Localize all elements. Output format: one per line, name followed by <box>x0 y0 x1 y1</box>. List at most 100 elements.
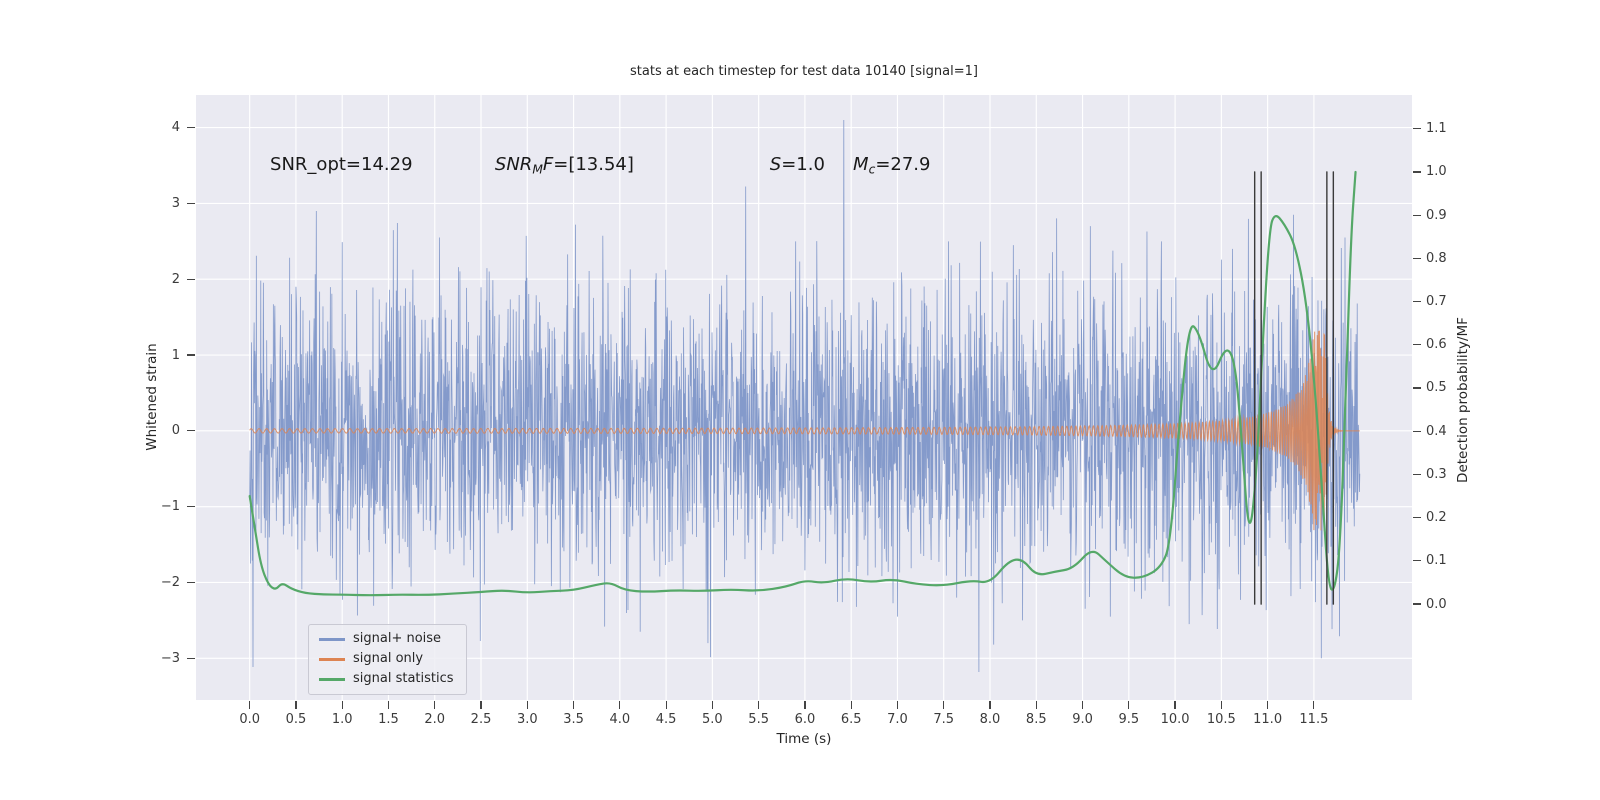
y-left-tick-mark <box>187 657 195 659</box>
x-axis-label: Time (s) <box>776 731 832 747</box>
x-tick-label: 1.5 <box>378 712 399 727</box>
legend: signal+ noise signal only signal statist… <box>308 624 467 695</box>
x-tick-mark <box>1128 701 1130 709</box>
y-right-tick-mark <box>1413 128 1421 130</box>
y-left-tick-mark <box>187 127 195 129</box>
y-right-tick-label: 0.3 <box>1426 466 1447 482</box>
y-left-tick-label: −1 <box>160 499 180 515</box>
x-tick-label: 10.0 <box>1160 712 1190 727</box>
y-left-tick-label: 2 <box>171 271 180 287</box>
annotation-text: S=1.0 <box>769 154 825 176</box>
x-tick-mark <box>711 701 713 709</box>
x-tick-mark <box>249 701 251 709</box>
y-right-tick-mark <box>1413 344 1421 346</box>
y-right-tick-mark <box>1413 171 1421 173</box>
x-tick-mark <box>387 701 390 709</box>
y-right-tick-label: 1.0 <box>1426 164 1447 180</box>
y-left-tick-mark <box>187 278 195 280</box>
y-right-tick-mark <box>1413 473 1421 475</box>
x-tick-label: 10.5 <box>1206 712 1236 727</box>
x-tick-label: 0.0 <box>239 712 261 727</box>
x-tick-label: 0.5 <box>285 712 307 727</box>
x-tick-mark <box>943 701 945 709</box>
x-tick-mark <box>1313 701 1315 709</box>
x-tick-label: 11.0 <box>1253 712 1283 727</box>
x-tick-mark <box>295 701 297 709</box>
x-tick-label: 1.0 <box>331 712 353 727</box>
y-left-tick-label: 3 <box>171 195 180 211</box>
chart-title: stats at each timestep for test data 101… <box>630 64 978 79</box>
x-tick-mark <box>434 701 436 709</box>
x-tick-label: 5.0 <box>702 712 723 727</box>
y-left-tick-mark <box>187 202 195 204</box>
y-right-tick-mark <box>1413 300 1421 303</box>
y-left-tick-mark <box>187 581 195 584</box>
annotation-text: SNR_opt=14.29 <box>270 154 413 176</box>
y-right-tick-label: 0.8 <box>1426 250 1447 266</box>
x-tick-label: 2.5 <box>470 712 492 727</box>
y-left-tick-label: 0 <box>171 423 180 439</box>
legend-label-signal-statistics: signal statistics <box>353 670 454 686</box>
legend-swatch-signal-only <box>319 658 345 661</box>
x-tick-label: 6.0 <box>794 712 816 727</box>
y-left-tick-label: 4 <box>171 120 180 136</box>
plot-canvas <box>196 95 1412 700</box>
y-right-tick-mark <box>1413 603 1421 605</box>
x-tick-label: 9.5 <box>1118 712 1140 727</box>
x-tick-label: 9.0 <box>1072 712 1093 727</box>
x-tick-label: 6.5 <box>840 712 862 727</box>
legend-item-signal-only: signal only <box>319 651 454 667</box>
legend-item-signal-noise: signal+ noise <box>319 631 454 647</box>
x-tick-label: 7.0 <box>887 712 908 727</box>
y-right-tick-mark <box>1413 560 1421 562</box>
x-tick-label: 2.0 <box>424 712 446 727</box>
y-left-tick-mark <box>187 430 195 432</box>
x-tick-mark <box>850 701 852 709</box>
y-right-tick-mark <box>1413 214 1421 216</box>
y-right-tick-mark <box>1413 387 1421 389</box>
x-tick-mark <box>526 701 528 709</box>
legend-swatch-signal-statistics <box>319 678 345 681</box>
x-tick-mark <box>619 701 621 709</box>
y-right-tick-mark <box>1413 257 1421 259</box>
y-right-tick-label: 0.6 <box>1426 337 1447 353</box>
x-tick-mark <box>1267 701 1269 709</box>
x-tick-label: 3.0 <box>516 712 538 727</box>
y-left-tick-label: −3 <box>160 650 180 666</box>
x-tick-mark <box>1081 701 1084 709</box>
x-tick-label: 11.5 <box>1299 712 1329 727</box>
y-right-tick-mark <box>1413 517 1421 519</box>
y-right-tick-label: 0.7 <box>1426 294 1447 310</box>
legend-item-signal-statistics: signal statistics <box>319 670 454 687</box>
y-left-tick-label: −2 <box>160 574 180 590</box>
x-tick-label: 8.0 <box>979 712 1001 727</box>
x-tick-mark <box>665 701 667 709</box>
y-right-tick-label: 0.5 <box>1426 380 1447 396</box>
x-tick-mark <box>480 701 482 709</box>
legend-swatch-signal-noise <box>319 638 345 641</box>
x-tick-mark <box>989 701 991 709</box>
x-tick-mark <box>804 701 806 709</box>
annotation-text: Mc=27.9 <box>853 154 931 177</box>
x-tick-label: 4.0 <box>609 712 631 727</box>
legend-label-signal-noise: signal+ noise <box>353 631 442 646</box>
annotation-text: SNRMF=[13.54] <box>494 154 634 177</box>
y-right-tick-label: 1.1 <box>1426 121 1447 137</box>
y-left-tick-mark <box>187 506 195 508</box>
y-right-tick-label: 0.4 <box>1426 423 1447 439</box>
x-tick-mark <box>341 701 343 709</box>
x-tick-mark <box>1220 701 1222 709</box>
y-left-tick-label: 1 <box>171 347 180 363</box>
x-tick-mark <box>1174 701 1176 709</box>
y-right-tick-label: 0.2 <box>1426 510 1447 526</box>
y-right-tick-label: 0.0 <box>1426 596 1447 612</box>
x-tick-mark <box>1035 701 1037 709</box>
x-tick-label: 3.5 <box>563 712 584 727</box>
x-tick-mark <box>896 701 899 709</box>
y-right-tick-label: 0.9 <box>1426 207 1447 223</box>
x-tick-mark <box>572 701 575 709</box>
x-tick-label: 7.5 <box>933 712 955 727</box>
x-tick-mark <box>758 701 760 709</box>
y-right-tick-mark <box>1413 430 1421 432</box>
